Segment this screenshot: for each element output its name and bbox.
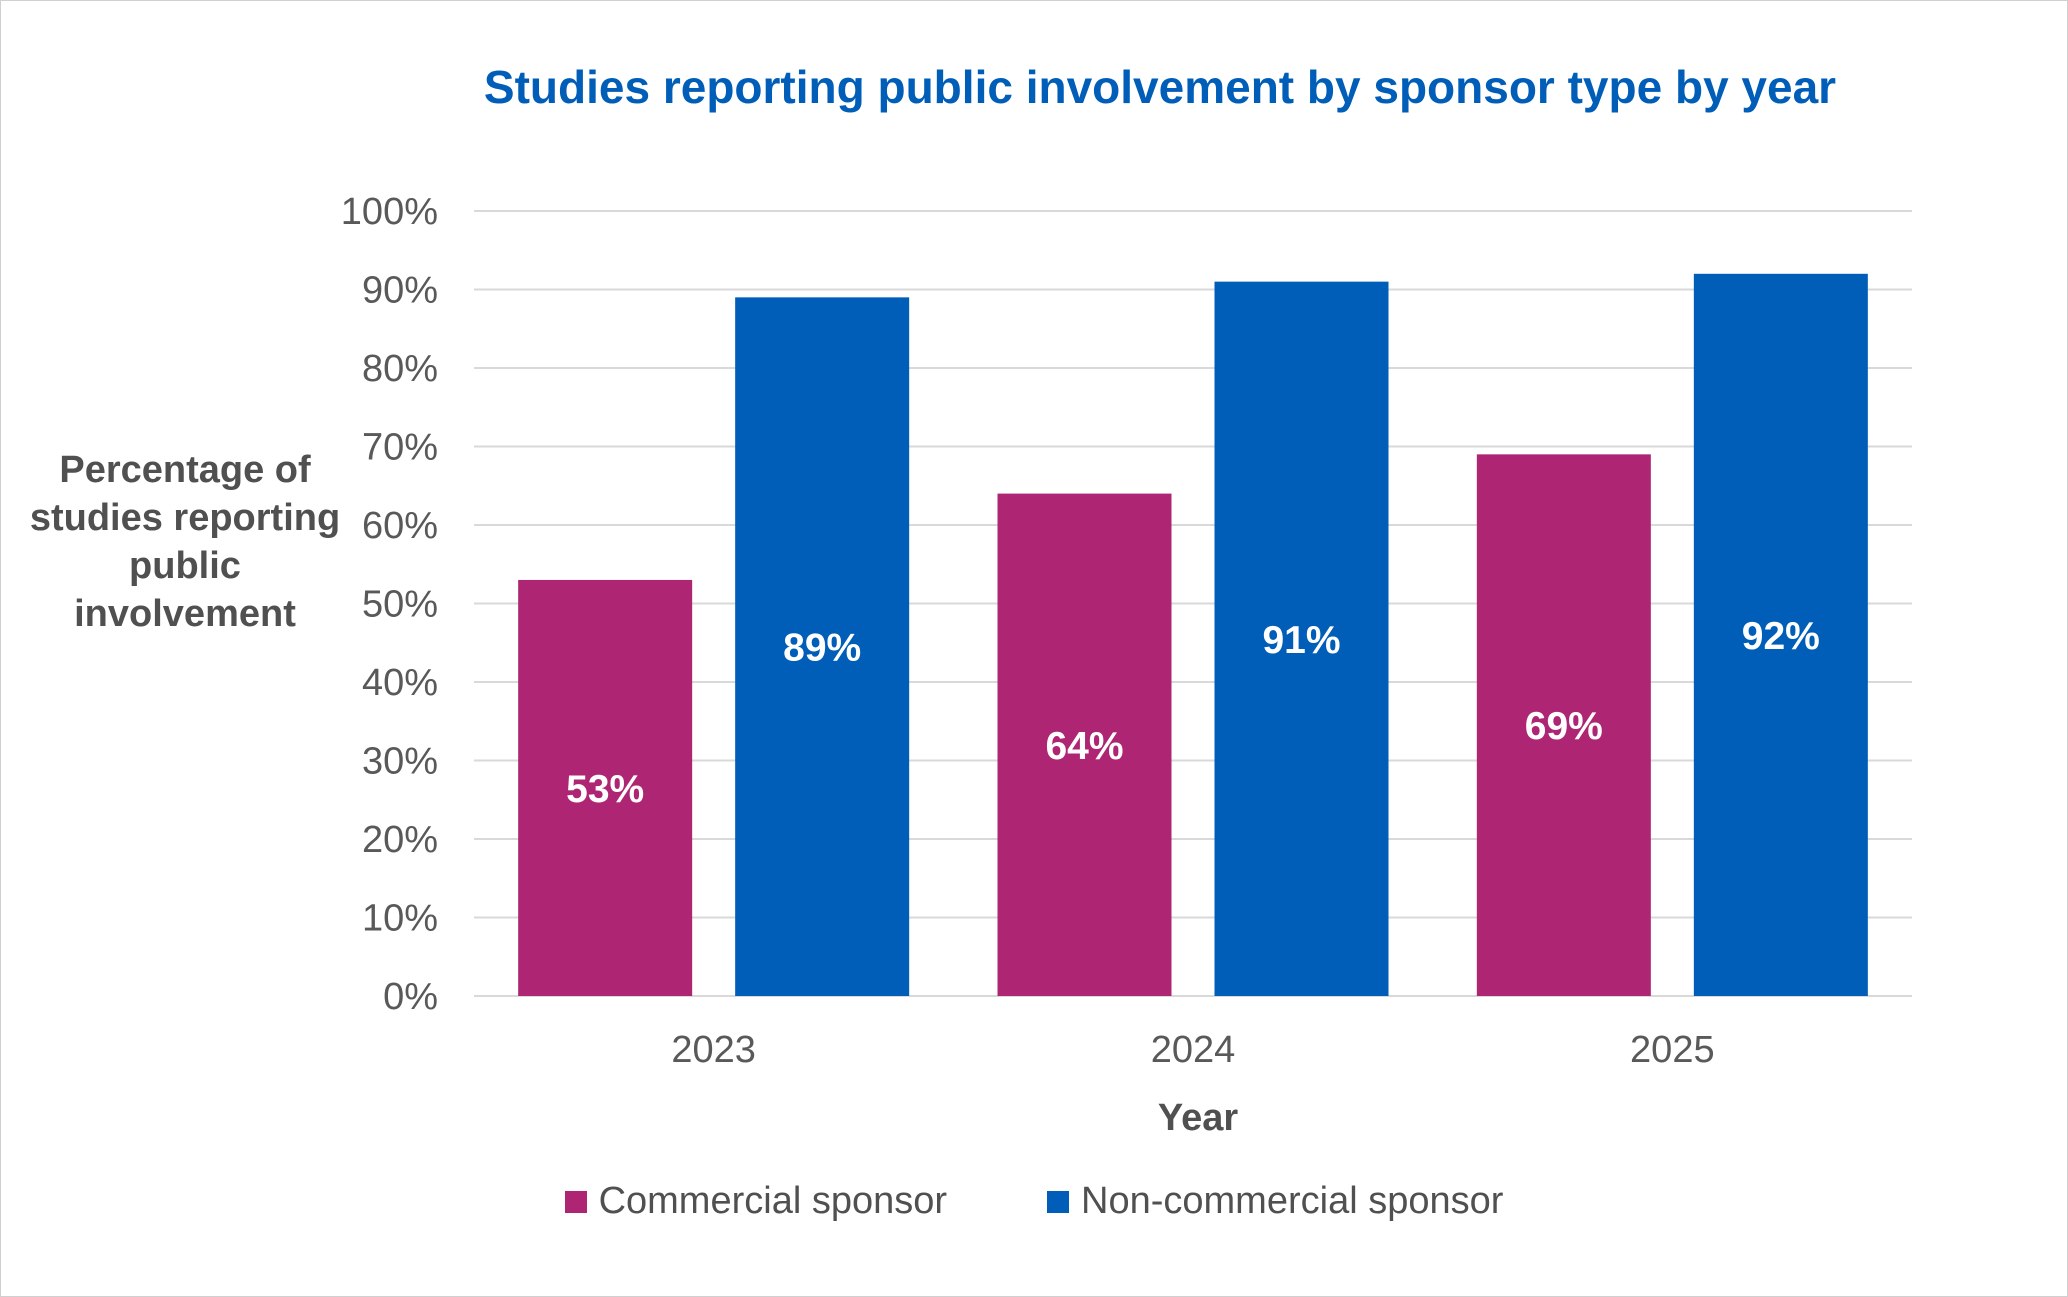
legend-label-non-commercial: Non-commercial sponsor bbox=[1081, 1180, 1504, 1222]
legend-item-commercial[interactable]: Commercial sponsor bbox=[564, 1180, 948, 1223]
x-axis-label: Year bbox=[1157, 1097, 1239, 1139]
legend-swatch-commercial bbox=[564, 1190, 587, 1213]
data-label-non-commercial-2023: 89% bbox=[783, 627, 861, 670]
data-label-commercial-2024: 64% bbox=[1045, 725, 1123, 768]
gridlines bbox=[474, 210, 1912, 997]
data-label-non-commercial-2024: 91% bbox=[1262, 619, 1340, 662]
legend-swatch-non-commercial bbox=[1047, 1190, 1070, 1213]
bar-non-commercial-2023[interactable] bbox=[735, 297, 910, 997]
y-tick-label-80: 80% bbox=[362, 348, 438, 390]
legend: Commercial sponsor Non-commercial sponso… bbox=[0, 1180, 2068, 1223]
legend-item-non-commercial[interactable]: Non-commercial sponsor bbox=[1047, 1180, 1503, 1223]
y-tick-label-90: 90% bbox=[362, 270, 438, 312]
y-tick-label-0: 0% bbox=[383, 976, 438, 1018]
y-tick-label-10: 10% bbox=[362, 898, 438, 940]
chart-title: Studies reporting public involvement by … bbox=[483, 61, 1837, 113]
x-tick-labels: 2023 2024 2025 bbox=[671, 1029, 1714, 1071]
bar-commercial-2023[interactable] bbox=[518, 579, 693, 996]
y-tick-label-60: 60% bbox=[362, 505, 438, 547]
x-tick-label-2024: 2024 bbox=[1151, 1029, 1236, 1071]
data-label-commercial-2023: 53% bbox=[566, 768, 644, 811]
x-tick-label-2023: 2023 bbox=[671, 1029, 756, 1071]
bars bbox=[518, 273, 1868, 997]
y-tick-label-40: 40% bbox=[362, 662, 438, 704]
data-labels: 53% 89% 64% 91% 69% 92% bbox=[566, 615, 1820, 811]
bar-non-commercial-2024[interactable] bbox=[1214, 281, 1389, 996]
y-tick-labels: 0% 10% 20% 30% 40% 50% 60% 70% 80% 90% 100% bbox=[341, 191, 438, 1018]
bar-commercial-2024[interactable] bbox=[997, 493, 1172, 996]
y-tick-label-20: 20% bbox=[362, 819, 438, 861]
legend-label-commercial: Commercial sponsor bbox=[598, 1180, 948, 1222]
bar-commercial-2025[interactable] bbox=[1476, 454, 1651, 997]
y-axis-label: Percentage of studies reporting public i… bbox=[29, 449, 341, 635]
x-tick-label-2025: 2025 bbox=[1630, 1029, 1715, 1071]
y-tick-label-70: 70% bbox=[362, 427, 438, 469]
y-tick-label-100: 100% bbox=[341, 191, 438, 233]
data-label-commercial-2025: 69% bbox=[1525, 705, 1603, 748]
y-tick-label-50: 50% bbox=[362, 584, 438, 626]
data-label-non-commercial-2025: 92% bbox=[1742, 615, 1820, 658]
y-tick-label-30: 30% bbox=[362, 741, 438, 783]
bar-non-commercial-2025[interactable] bbox=[1693, 273, 1868, 996]
